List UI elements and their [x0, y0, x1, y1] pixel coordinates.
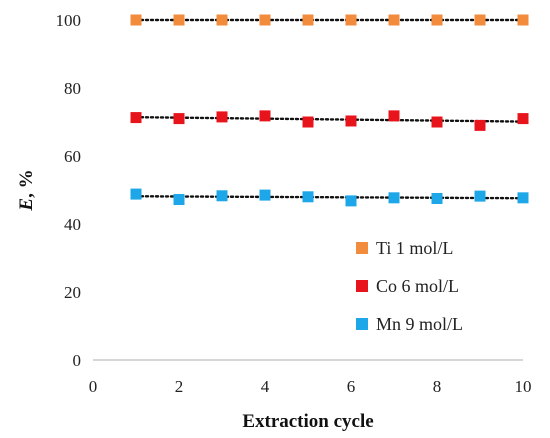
legend-marker [356, 242, 368, 254]
data-point [173, 113, 185, 125]
data-point [302, 14, 314, 26]
x-tick-label: 8 [433, 377, 442, 396]
data-point [431, 14, 443, 26]
data-point [216, 14, 228, 26]
y-axis-title-unit: , % [16, 169, 37, 198]
legend-marker [356, 280, 368, 292]
y-tick-label: 100 [56, 11, 82, 30]
y-tick-label: 60 [64, 147, 81, 166]
data-point [345, 115, 357, 127]
data-point [474, 190, 486, 202]
data-point [431, 193, 443, 204]
data-point [259, 189, 271, 201]
legend: Ti 1 mol/L Co 6 mol/L Mn 9 mol/L [356, 238, 463, 334]
trendline [134, 195, 525, 200]
y-axis-ticks: 0 20 40 60 80 100 [56, 11, 82, 370]
data-point [431, 116, 443, 128]
y-tick-label: 0 [73, 351, 82, 370]
data-point [130, 112, 142, 124]
x-tick-label: 10 [515, 377, 532, 396]
data-point [173, 194, 185, 206]
x-tick-label: 4 [261, 377, 270, 396]
y-axis-title: E, % [16, 169, 37, 211]
legend-marker [356, 318, 368, 330]
data-point [517, 113, 529, 125]
y-tick-label: 20 [64, 283, 81, 302]
data-point [388, 192, 400, 204]
x-tick-label: 0 [89, 377, 98, 396]
x-axis-title: Extraction cycle [242, 411, 373, 432]
y-tick-label: 40 [64, 215, 81, 234]
data-point [130, 14, 142, 26]
data-point [130, 188, 142, 200]
x-tick-label: 6 [347, 377, 356, 396]
data-point [388, 14, 400, 26]
data-point [474, 119, 486, 131]
y-axis-title-symbol: E [16, 198, 37, 212]
data-point [302, 191, 314, 203]
legend-label: Mn 9 mol/L [376, 314, 463, 334]
data-point [345, 195, 357, 207]
data-point [216, 190, 228, 202]
trendlines [134, 18, 525, 200]
data-point [345, 14, 357, 26]
data-markers [130, 14, 529, 207]
data-point [259, 110, 271, 122]
data-point [302, 116, 314, 128]
data-point [474, 14, 486, 26]
x-tick-label: 2 [175, 377, 184, 396]
data-point [517, 14, 529, 26]
y-tick-label: 80 [64, 79, 81, 98]
legend-label: Ti 1 mol/L [376, 238, 453, 258]
data-point [517, 192, 529, 204]
data-point [259, 14, 271, 26]
x-axis-ticks: 0 2 4 6 8 10 [89, 377, 532, 396]
data-point [173, 14, 185, 26]
data-point [216, 111, 228, 123]
trendline [134, 115, 525, 123]
data-point [388, 110, 400, 122]
legend-label: Co 6 mol/L [376, 276, 459, 296]
